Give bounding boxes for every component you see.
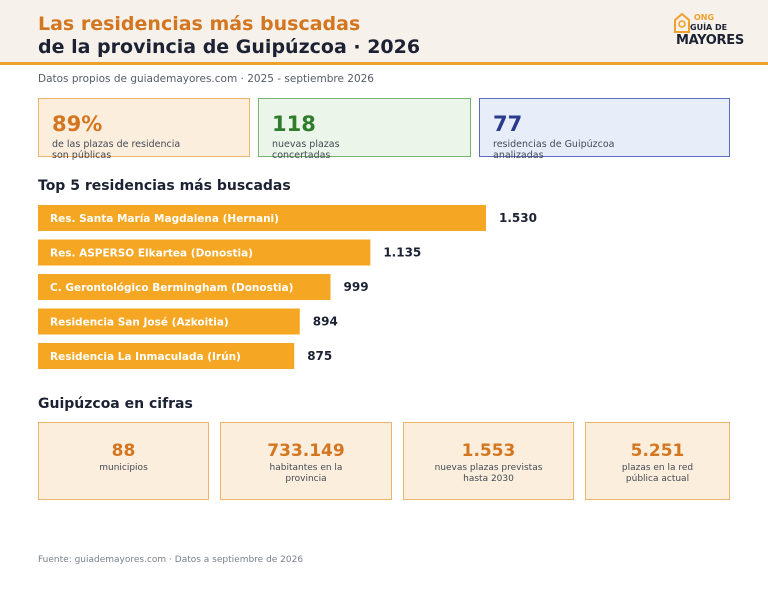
top-residences-bar-chart: Res. Santa María Magdalena (Hernani) 1.53… [38, 205, 537, 369]
page-title-line-1: Las residencias más buscadas [38, 13, 361, 35]
bar-category-label: Res. ASPERSO Elkartea (Donostia) [50, 248, 253, 260]
bar-category-label: Residencia San José (Azkoitia) [50, 317, 229, 329]
top-residences-title: Top 5 residencias más buscadas [38, 178, 291, 194]
figure-label: plazas en la red pública actual [621, 463, 694, 484]
figure-card-municipalities: 88 municipios [38, 422, 209, 500]
stat-card-public-share: 89% de las plazas de residencia son públ… [38, 98, 250, 161]
figure-card-inhabitants: 733.149 habitantes en la provincia [220, 422, 392, 500]
logo-guia-text: GUÍA DE [690, 23, 728, 32]
bar-category-label: C. Gerontológico Bermingham (Donostia) [50, 282, 293, 294]
bar-value-label: 1.135 [383, 246, 421, 260]
bar-category-label: Res. Santa María Magdalena (Hernani) [50, 213, 279, 225]
page-title-line-2: de la provincia de Guipúzcoa · 2026 [38, 36, 421, 58]
house-icon [674, 13, 690, 33]
stat-label: nuevas plazas concertadas [272, 139, 340, 161]
guia-de-mayores-logo: ONG GUÍA DE MAYORES [672, 12, 744, 50]
bar-5 [38, 343, 295, 369]
stat-card-new-places: 118 nuevas plazas concertadas [258, 98, 471, 161]
header-band [0, 0, 768, 62]
stat-card-residences-analyzed: 77 residencias de Guipúzcoa analizadas [479, 98, 730, 161]
stat-value: 118 [272, 112, 316, 136]
bar-2 [38, 239, 371, 266]
figure-label: municipios [99, 463, 148, 473]
bar-value-label: 999 [344, 280, 369, 294]
stat-value: 77 [493, 112, 523, 136]
stat-label: de las plazas de residencia son públicas [52, 139, 181, 161]
header-divider [0, 62, 768, 65]
figure-value: 88 [111, 441, 136, 461]
bar-value-label: 1.530 [499, 211, 537, 225]
bar-category-label: Residencia La Inmaculada (Irún) [50, 351, 241, 363]
figure-card-planned-places: 1.553 nuevas plazas previstas hasta 2030 [403, 422, 574, 500]
figure-value: 733.149 [267, 441, 345, 461]
bar-4 [38, 308, 300, 335]
figure-value: 1.553 [461, 441, 516, 461]
bar-value-label: 875 [307, 349, 332, 363]
bar-value-label: 894 [313, 315, 338, 329]
logo-ong-text: ONG [694, 13, 715, 22]
data-period-subtitle: Datos propios de guiademayores.com · 202… [38, 73, 374, 85]
bar-3 [38, 274, 331, 300]
stat-value: 89% [52, 112, 103, 136]
figure-value: 5.251 [630, 441, 685, 461]
figure-label: nuevas plazas previstas hasta 2030 [434, 463, 543, 484]
figure-card-public-network-places: 5.251 plazas en la red pública actual [585, 422, 730, 500]
logo-mayores-text: MAYORES [676, 33, 744, 48]
source-footnote: Fuente: guiademayores.com · Datos a sept… [38, 555, 304, 565]
stat-label: residencias de Guipúzcoa analizadas [493, 139, 615, 161]
province-figures-title: Guipúzcoa en cifras [38, 396, 193, 412]
figure-label: habitantes en la provincia [269, 463, 343, 484]
bar-1 [38, 205, 486, 231]
